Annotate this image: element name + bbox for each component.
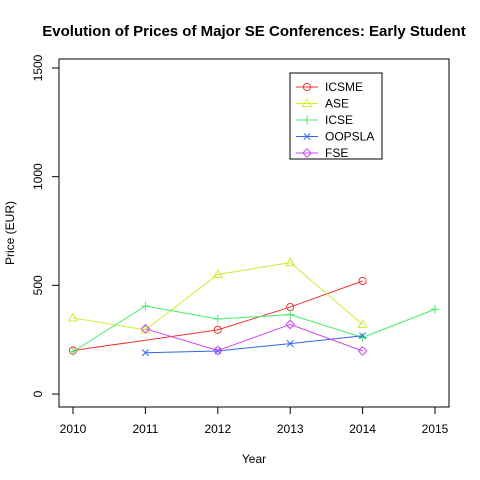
- data-point-icsme: [213, 325, 222, 334]
- x-axis-label: Year: [242, 452, 266, 466]
- legend-marker: [302, 148, 312, 158]
- data-point-oopsla: [141, 349, 149, 357]
- legend-label: FSE: [325, 146, 348, 160]
- y-axis-label: Price (EUR): [3, 201, 17, 265]
- data-point-fse: [212, 345, 223, 356]
- y-tick-label: 500: [31, 275, 45, 295]
- y-tick-label: 1000: [31, 163, 45, 190]
- legend-item-icse: ICSE: [296, 113, 353, 127]
- data-point-icse: [285, 310, 295, 320]
- x-tick-label: 2011: [132, 422, 158, 436]
- x-tick-label: 2013: [277, 422, 304, 436]
- series-fse: [140, 319, 368, 356]
- legend-label: ASE: [325, 97, 349, 111]
- data-point-fse: [285, 319, 296, 330]
- data-point-icsme: [358, 276, 367, 286]
- data-point-oopsla: [286, 340, 294, 348]
- legend-item-icsme: ICSME: [296, 80, 363, 94]
- series-line-oopsla: [145, 335, 363, 354]
- legend-item-fse: FSE: [296, 146, 348, 160]
- data-point-ase: [284, 257, 296, 267]
- legend-label: ICSME: [325, 80, 363, 94]
- legend-item-oopsla: OOPSLA: [296, 130, 374, 144]
- series-line-ase: [72, 261, 363, 331]
- x-axis: 2010 2011 2012 2013 2014 2015: [60, 406, 449, 436]
- legend-label: OOPSLA: [325, 130, 374, 144]
- y-axis: 0 500 1000 1500: [31, 54, 60, 397]
- series-line-fse: [145, 323, 363, 352]
- data-point-icse: [68, 347, 78, 357]
- legend: ICSME ASE ICSE OOPSLA FSE: [289, 72, 383, 160]
- x-tick-label: 2010: [60, 422, 87, 436]
- plot-frame: [58, 58, 450, 408]
- y-tick-label: 1500: [31, 54, 45, 81]
- chart-title: Evolution of Prices of Major SE Conferen…: [42, 23, 465, 40]
- data-point-icse: [358, 333, 367, 342]
- series-icse: [68, 301, 440, 357]
- x-tick-label: 2014: [349, 422, 376, 436]
- y-tick-label: 0: [31, 390, 45, 397]
- data-point-icse: [141, 301, 150, 311]
- data-point-icse: [213, 314, 223, 324]
- series-layer: [67, 257, 440, 357]
- series-line-icse: [72, 305, 436, 353]
- series-ase: [67, 257, 368, 334]
- legend-marker: [301, 98, 313, 108]
- data-point-ase: [212, 269, 224, 279]
- x-tick-label: 2015: [422, 422, 449, 436]
- data-point-fse: [140, 323, 151, 334]
- legend-item-ase: ASE: [296, 97, 349, 111]
- legend-marker: [302, 82, 312, 92]
- data-point-ase: [67, 312, 79, 322]
- legend-marker: [302, 115, 312, 125]
- data-point-icse: [430, 304, 440, 314]
- x-tick-label: 2012: [204, 422, 231, 436]
- data-point-oopsla: [359, 332, 367, 340]
- legend-label: ICSE: [325, 113, 353, 127]
- data-point-ase: [357, 319, 368, 329]
- data-point-fse: [357, 346, 368, 356]
- legend-marker: [303, 132, 311, 141]
